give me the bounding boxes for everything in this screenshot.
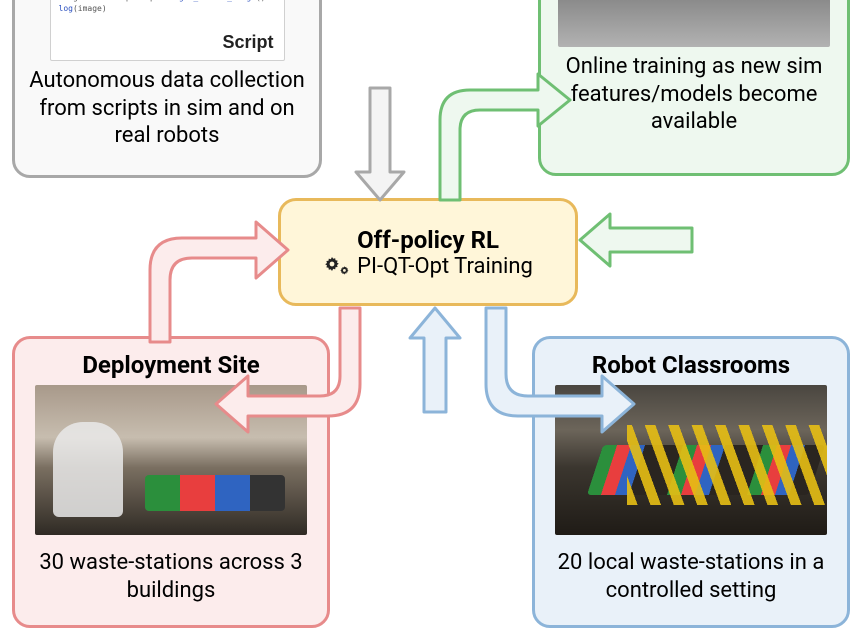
panel-script: image = robot.perception.get_camera_imag… — [12, 0, 322, 178]
arrow-center-to-classroom — [470, 298, 650, 448]
script-label: Script — [222, 30, 273, 54]
center-subtitle: PI-QT-Opt Training — [357, 254, 533, 279]
gear-icon — [323, 255, 351, 277]
panel-center: Off-policy RL PI-QT-Opt Training — [278, 198, 578, 306]
online-caption: Online training as new sim features/mode… — [549, 47, 839, 140]
center-title: Off-policy RL — [357, 226, 499, 254]
classroom-caption: 20 local waste-stations in a controlled … — [543, 543, 839, 608]
code-line: log(image) — [59, 4, 276, 15]
deploy-caption: 30 waste-stations across 3 buildings — [23, 543, 319, 608]
arrow-center-to-online — [420, 60, 580, 210]
center-subtitle-row: PI-QT-Opt Training — [323, 254, 533, 279]
arrow-online-to-center — [570, 210, 700, 270]
panel-online: Online training as new sim features/mode… — [538, 0, 850, 176]
script-caption: Autonomous data collection from scripts … — [23, 61, 311, 154]
script-code-card: image = robot.perception.get_camera_imag… — [50, 0, 285, 61]
arrow-center-to-deploy — [200, 298, 370, 448]
arrow-script-to-center — [340, 80, 420, 210]
arrow-classroom-to-center — [400, 300, 470, 420]
online-photo — [558, 0, 830, 47]
